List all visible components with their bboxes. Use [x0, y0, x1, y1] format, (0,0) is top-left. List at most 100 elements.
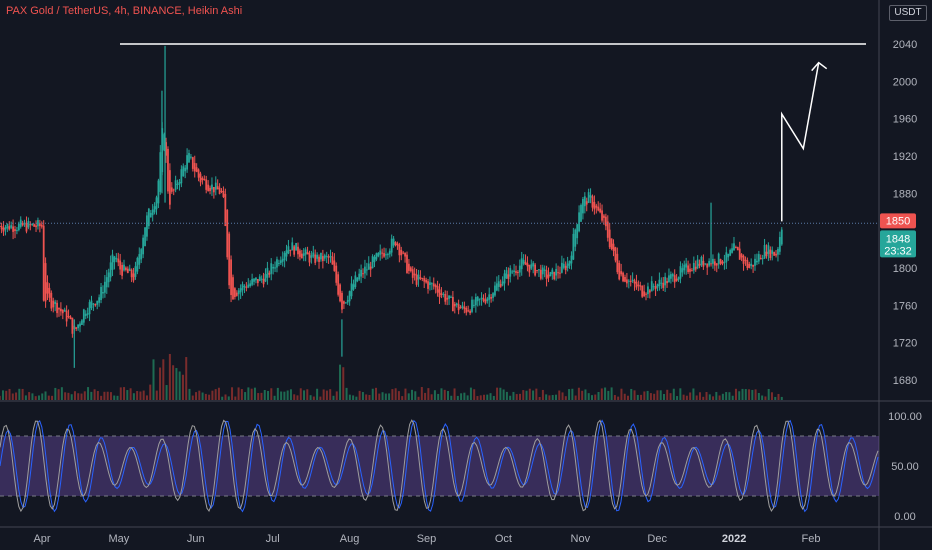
- candle-body: [211, 184, 213, 190]
- candle-body: [583, 196, 586, 207]
- volume-bar: [656, 390, 659, 400]
- candle-body: [6, 223, 9, 229]
- volume-bar: [473, 389, 476, 400]
- candle-body: [756, 260, 758, 263]
- candle-body: [712, 258, 714, 264]
- candle-body: [88, 302, 91, 315]
- candle-body: [295, 243, 297, 251]
- volume-bar: [538, 396, 541, 400]
- candle-body: [239, 288, 242, 293]
- volume-bar: [417, 396, 420, 400]
- volume-bar: [1, 390, 4, 400]
- candle-body: [333, 260, 336, 271]
- candle-body: [220, 190, 223, 192]
- candle-body: [532, 262, 535, 267]
- volume-bar: [211, 390, 214, 400]
- volume-bar: [649, 393, 652, 400]
- candle-body: [203, 179, 206, 181]
- candle-body: [517, 272, 519, 274]
- volume-bar: [692, 388, 695, 400]
- candle-body: [396, 243, 399, 246]
- volume-bar: [106, 391, 109, 400]
- time-tick-label: Dec: [647, 533, 667, 545]
- volume-bar: [708, 394, 711, 400]
- candle-body: [658, 279, 661, 287]
- candle-body: [149, 212, 152, 218]
- volume-bar: [116, 395, 119, 400]
- candle-body: [505, 270, 508, 279]
- candle-body: [587, 192, 590, 203]
- candle-body: [113, 256, 116, 263]
- candle-body: [461, 305, 464, 308]
- candle-body: [136, 257, 139, 272]
- volume-bar: [682, 394, 685, 400]
- candle-body: [170, 187, 173, 192]
- volume-bar: [339, 364, 342, 400]
- candle-body: [316, 254, 319, 259]
- volume-bar: [149, 384, 152, 400]
- candle-body: [383, 253, 385, 257]
- candle-body: [308, 253, 311, 263]
- candle-body: [52, 300, 55, 308]
- candle-body: [224, 193, 227, 227]
- volume-bar: [332, 395, 335, 400]
- candle-body: [451, 296, 454, 312]
- volume-bar: [479, 395, 482, 400]
- volume-bar: [8, 388, 11, 400]
- candle-body: [474, 297, 477, 306]
- volume-bar: [178, 371, 181, 400]
- candle-body: [300, 253, 303, 259]
- candle-body: [499, 284, 502, 287]
- volume-bar: [378, 393, 381, 400]
- candle-body: [572, 233, 575, 260]
- candle-body: [524, 261, 527, 265]
- candle-body: [212, 187, 215, 193]
- volume-bar: [646, 390, 649, 400]
- candle-body: [105, 277, 108, 288]
- volume-bar: [676, 396, 679, 400]
- candle-body: [402, 252, 405, 254]
- candle-body: [549, 272, 552, 277]
- candle-body: [358, 273, 361, 280]
- symbol-title[interactable]: PAX Gold / TetherUS, 4h, BINANCE, Heikin…: [6, 5, 242, 17]
- candle-body: [281, 258, 284, 262]
- candle-body: [214, 182, 217, 190]
- volume-bar: [626, 395, 629, 400]
- candle-body: [691, 270, 693, 272]
- projection-path: [781, 62, 820, 222]
- candle-body: [708, 261, 711, 266]
- candle-body: [467, 310, 470, 312]
- volume-bar: [384, 393, 387, 400]
- candle-body: [436, 286, 439, 293]
- countdown-label: 23:32: [884, 245, 912, 257]
- candle-body: [243, 286, 246, 288]
- candle-body: [654, 286, 657, 290]
- candle-body: [188, 153, 190, 163]
- volume-bar: [767, 388, 770, 400]
- candle-body: [323, 255, 326, 259]
- volume-bar: [712, 396, 715, 400]
- volume-bar: [554, 394, 557, 400]
- volume-bar: [744, 389, 747, 400]
- candle-body: [371, 256, 374, 269]
- candle-body: [321, 256, 324, 262]
- volume-bar: [80, 393, 83, 400]
- volume-bar: [231, 387, 234, 400]
- candle-body: [411, 269, 414, 278]
- candle-body: [260, 278, 263, 280]
- candle-body: [622, 272, 624, 282]
- time-tick-label: Apr: [33, 533, 50, 545]
- candle-body: [314, 254, 317, 263]
- candle-body: [520, 258, 523, 270]
- currency-badge[interactable]: USDT: [889, 5, 927, 21]
- candle-body: [193, 163, 196, 172]
- volume-bar: [734, 388, 737, 400]
- candle-body: [14, 229, 16, 231]
- volume-bar: [214, 389, 217, 400]
- volume-bar: [381, 392, 384, 400]
- candle-body: [641, 285, 644, 297]
- candle-body: [90, 300, 93, 309]
- candle-body: [232, 277, 234, 300]
- volume-bar: [365, 394, 368, 400]
